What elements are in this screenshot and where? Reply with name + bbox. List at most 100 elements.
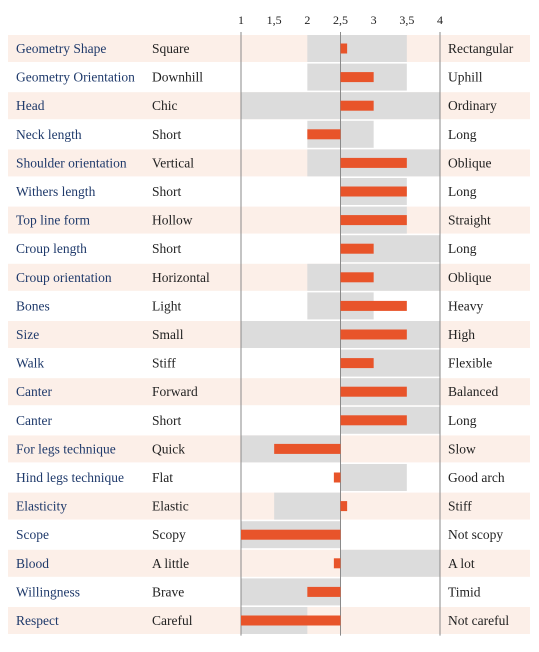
high-label: Uphill (448, 70, 483, 85)
value-bars (241, 43, 407, 626)
high-label: Rectangular (448, 41, 514, 56)
high-label: Slow (448, 441, 476, 456)
trait-label: For legs technique (16, 441, 116, 456)
trait-label: Bones (16, 298, 50, 313)
trait-label: Blood (16, 556, 49, 571)
low-label: Hollow (152, 213, 193, 228)
low-label: Short (152, 127, 182, 142)
trait-label: Withers length (16, 184, 96, 199)
trait-label: Walk (16, 356, 44, 371)
high-label: Oblique (448, 270, 492, 285)
value-bar (274, 443, 341, 454)
range-bar (307, 263, 440, 291)
trait-label: Willingness (16, 584, 80, 599)
trait-label: Canter (16, 413, 52, 428)
low-label: Brave (152, 584, 184, 599)
low-label: Square (152, 41, 190, 56)
high-label: Balanced (448, 384, 498, 399)
trait-label: Geometry Shape (16, 41, 106, 56)
high-label: A lot (448, 556, 475, 571)
high-label: Stiff (448, 499, 472, 514)
high-label: Long (448, 413, 477, 428)
low-label: Flat (152, 470, 173, 485)
value-bar (307, 586, 341, 597)
range-bar (274, 492, 341, 520)
high-label: Long (448, 184, 477, 199)
value-bar (340, 358, 374, 369)
high-label: Not scopy (448, 527, 503, 542)
x-tick-label: 1,5 (267, 13, 282, 27)
low-label: Stiff (152, 356, 176, 371)
row-band (8, 492, 530, 520)
x-tick-label: 4 (437, 13, 443, 27)
range-bar (340, 464, 407, 491)
low-label: Small (152, 327, 184, 342)
trait-label: Respect (16, 613, 59, 628)
trait-label: Hind legs technique (16, 470, 124, 485)
value-bar (340, 501, 348, 512)
value-bar (340, 329, 407, 340)
trait-label: Elasticity (16, 499, 67, 514)
low-label: Short (152, 413, 182, 428)
low-label: Light (152, 298, 181, 313)
value-bar (333, 558, 341, 569)
x-tick-label: 2 (304, 13, 310, 27)
value-bar (340, 415, 407, 426)
range-bar (307, 35, 407, 62)
value-bar (333, 472, 341, 483)
high-label: Straight (448, 213, 491, 228)
x-tick-labels: 1 1,5 2 2,5 3 3,5 4 (238, 13, 443, 27)
value-bar (340, 43, 348, 54)
high-label: Timid (448, 584, 481, 599)
low-label: Horizontal (152, 270, 210, 285)
low-label: Short (152, 241, 182, 256)
high-label: Flexible (448, 356, 492, 371)
value-bar (241, 529, 341, 540)
high-label: Oblique (448, 155, 492, 170)
row-band (8, 149, 530, 177)
value-bar (340, 386, 407, 397)
value-bar (340, 272, 374, 283)
row-band (8, 549, 530, 577)
low-label: Downhill (152, 70, 203, 85)
low-label: Chic (152, 98, 178, 113)
high-label: Heavy (448, 298, 483, 313)
low-label: Short (152, 184, 182, 199)
x-tick-label: 1 (238, 13, 244, 27)
high-label: Good arch (448, 470, 505, 485)
x-tick-label: 3 (371, 13, 377, 27)
high-label: Long (448, 241, 477, 256)
value-bar (340, 215, 407, 226)
trait-label: Top line form (16, 213, 91, 228)
row-band (8, 263, 530, 291)
low-label: Elastic (152, 499, 189, 514)
row-labels: Geometry Shape Square Rectangular Geometry … (16, 41, 514, 628)
trait-label: Croup length (16, 241, 87, 256)
value-bar (340, 243, 374, 254)
row-band (8, 378, 530, 406)
trait-label: Size (16, 327, 39, 342)
trait-label: Croup orientation (16, 270, 112, 285)
trait-label: Head (16, 98, 45, 113)
x-tick-label: 3,5 (399, 13, 414, 27)
value-bar (340, 157, 407, 168)
trait-label: Shoulder orientation (16, 155, 127, 170)
low-label: Forward (152, 384, 198, 399)
low-label: Careful (152, 613, 193, 628)
value-bar (307, 129, 341, 140)
high-label: Ordinary (448, 98, 497, 113)
range-bar (340, 549, 440, 577)
high-label: Long (448, 127, 477, 142)
trait-label: Neck length (16, 127, 82, 142)
high-label: Not careful (448, 613, 509, 628)
high-label: High (448, 327, 475, 342)
low-label: Quick (152, 441, 185, 456)
trait-label: Geometry Orientation (16, 70, 135, 85)
value-bar (340, 186, 407, 197)
trait-label: Canter (16, 384, 52, 399)
low-label: A little (152, 556, 189, 571)
low-label: Scopy (152, 527, 186, 542)
low-label: Vertical (152, 155, 194, 170)
x-tick-label: 2,5 (333, 13, 348, 27)
